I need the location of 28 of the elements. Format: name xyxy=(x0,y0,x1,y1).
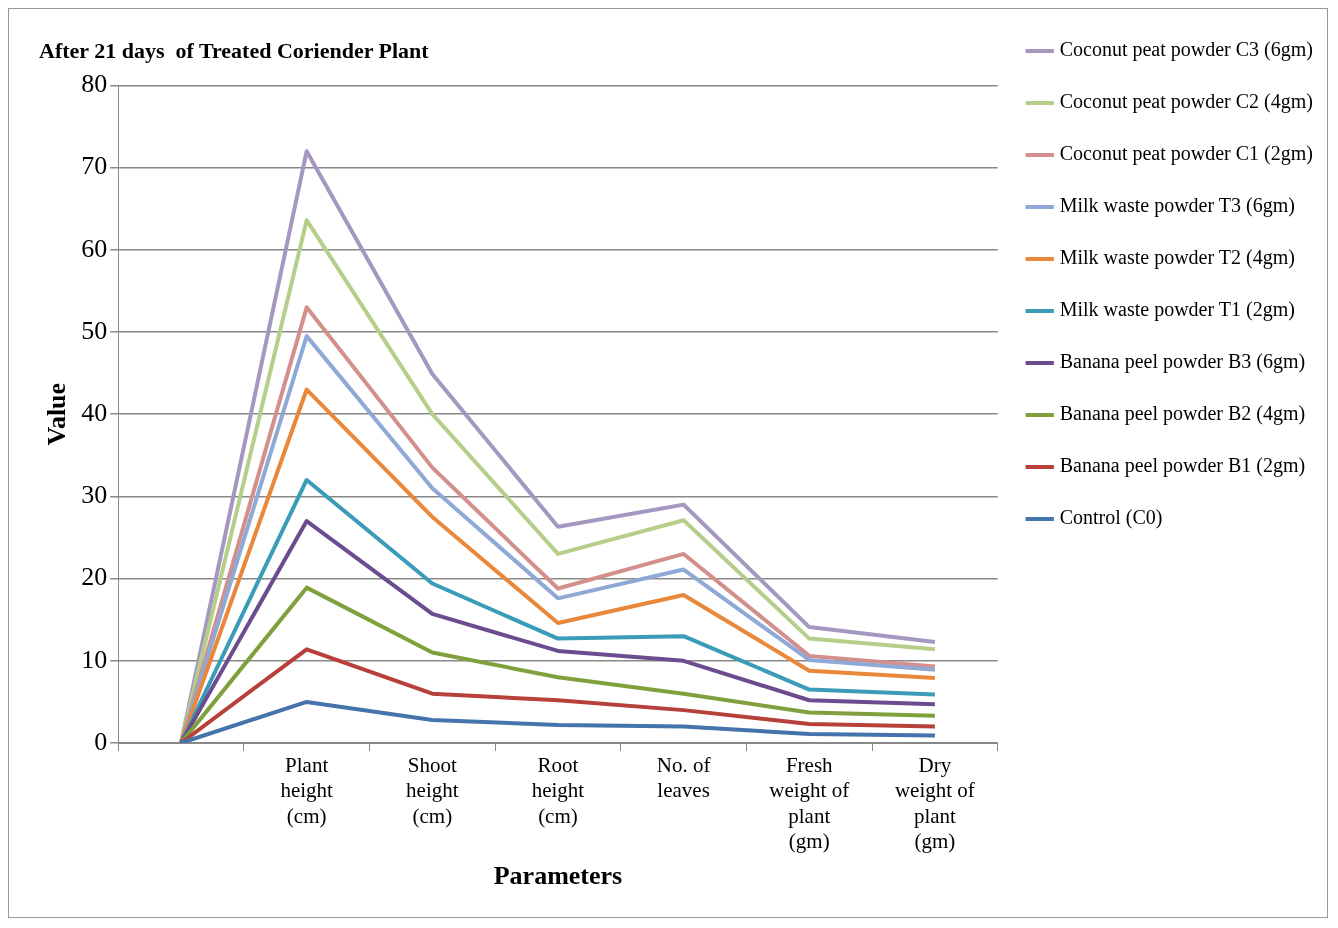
y-tick-label: 60 xyxy=(81,233,108,263)
legend-label: Control (C0) xyxy=(1059,506,1163,530)
x-tick-label: Plant height (cm) xyxy=(280,753,334,828)
y-tick-label: 50 xyxy=(81,315,108,345)
y-tick-label: 30 xyxy=(81,480,108,510)
x-tick-label: Root height (cm) xyxy=(531,753,585,828)
legend-label: Milk waste powder T2 (4gm) xyxy=(1059,246,1295,270)
y-tick-label: 20 xyxy=(81,562,108,592)
legend-label: Banana peel powder B2 (4gm) xyxy=(1059,402,1306,426)
y-tick-label: 80 xyxy=(81,69,108,99)
legend-label: Banana peel powder B3 (6gm) xyxy=(1059,350,1306,374)
x-tick-label: No. of leaves xyxy=(656,753,711,803)
y-tick-label: 70 xyxy=(81,151,108,181)
legend-label: Coconut peat powder C3 (6gm) xyxy=(1059,38,1313,62)
legend-label: Coconut peat powder C1 (2gm) xyxy=(1059,142,1313,166)
legend-label: Banana peel powder B1 (2gm) xyxy=(1059,454,1306,478)
x-axis-title: Parameters xyxy=(493,861,623,891)
legend-label: Coconut peat powder C2 (4gm) xyxy=(1059,90,1313,114)
x-tick-label: Dry weight of plant (gm) xyxy=(894,753,975,853)
y-axis-title: Value xyxy=(42,382,72,446)
x-tick-label: Shoot height (cm) xyxy=(406,753,459,828)
legend-label: Milk waste powder T1 (2gm) xyxy=(1059,298,1295,322)
chart-title: After 21 days of Treated Coriender Plant xyxy=(39,37,430,63)
legend-label: Milk waste powder T3 (6gm) xyxy=(1059,194,1295,218)
y-tick-label: 10 xyxy=(81,644,108,674)
y-tick-label: 0 xyxy=(94,726,108,756)
y-tick-label: 40 xyxy=(81,398,108,428)
x-tick-label: Fresh weight of plant (gm) xyxy=(769,753,850,853)
